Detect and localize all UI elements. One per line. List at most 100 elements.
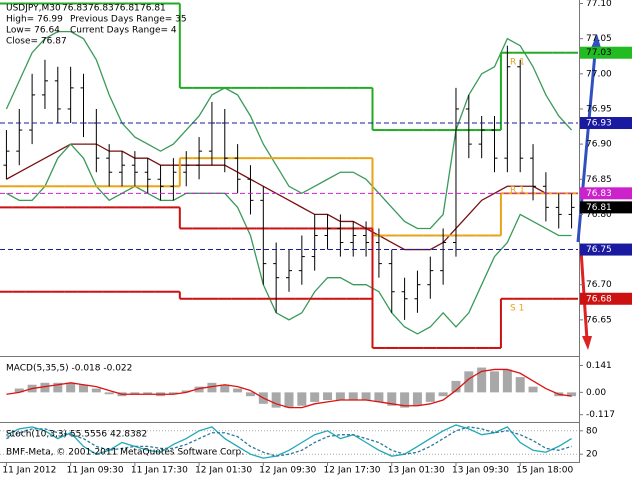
indicator-line bbox=[6, 424, 572, 459]
indicator-line bbox=[6, 426, 572, 457]
quote-value: 76.83 bbox=[62, 4, 88, 14]
price-tag bbox=[580, 117, 632, 130]
histogram-bar bbox=[374, 392, 384, 402]
histogram-bar bbox=[348, 392, 358, 400]
quote-value: 76.81 bbox=[140, 4, 166, 14]
histogram-bar bbox=[271, 392, 281, 408]
quote-value: 76.81 bbox=[114, 4, 140, 14]
price-tag bbox=[580, 46, 632, 59]
y-tick-label: 76.80 bbox=[586, 210, 612, 220]
macd-title: MACD(5,35,5) -0.018 -0.022 bbox=[6, 364, 132, 374]
y-tick-label: 76.85 bbox=[586, 175, 612, 185]
histogram-bar bbox=[412, 392, 422, 406]
x-tick-label: 13 Jan 09:30 bbox=[452, 466, 509, 476]
histogram-bar bbox=[387, 392, 397, 406]
histogram-bar bbox=[194, 386, 204, 393]
histogram-bar bbox=[400, 392, 410, 408]
r1-label: R 1 bbox=[510, 186, 525, 196]
indicator-line bbox=[5, 30, 573, 230]
histogram-bar bbox=[438, 392, 448, 397]
price-tag-label: 76.81 bbox=[586, 203, 612, 213]
y-tick-label: 76.70 bbox=[586, 280, 612, 290]
histogram-bar bbox=[168, 392, 178, 395]
y-tick-label: -0.117 bbox=[586, 410, 615, 420]
histogram-bar bbox=[66, 382, 76, 393]
histogram-bar bbox=[78, 384, 88, 393]
info-close: Close= 76.87 bbox=[6, 37, 67, 47]
price-tag-label: 76.83 bbox=[586, 189, 612, 199]
histogram-bar bbox=[104, 392, 114, 395]
x-tick-label: 11 Jan 17:30 bbox=[131, 466, 188, 476]
histogram-bar bbox=[361, 392, 371, 400]
x-tick-label: 12 Jan 09:30 bbox=[259, 466, 316, 476]
histogram-bar bbox=[490, 371, 500, 393]
y-tick-label: 76.65 bbox=[586, 315, 612, 325]
indicator-line bbox=[6, 143, 572, 335]
y-tick-label: 77.00 bbox=[586, 69, 612, 79]
x-tick-label: 13 Jan 01:30 bbox=[388, 466, 445, 476]
histogram-bar bbox=[233, 388, 243, 393]
price-tag bbox=[580, 187, 632, 200]
s1-label: S 1 bbox=[510, 304, 524, 314]
y-tick-label: 20 bbox=[586, 450, 598, 460]
x-tick-label: 11 Jan 09:30 bbox=[67, 466, 124, 476]
x-tick-label: 15 Jan 18:00 bbox=[516, 466, 573, 476]
histogram-bar bbox=[130, 392, 140, 395]
indicator-line bbox=[6, 368, 572, 409]
histogram-bar bbox=[40, 382, 50, 393]
info-prev-range: Previous Days Range= 35 bbox=[70, 15, 187, 25]
histogram-bar bbox=[143, 392, 153, 395]
histogram-bar bbox=[528, 386, 538, 393]
histogram-bar bbox=[567, 392, 577, 397]
x-tick-label: 11 Jan 2012 bbox=[2, 466, 56, 476]
r1-label: R 1 bbox=[510, 58, 525, 68]
quote-value: 76.83 bbox=[88, 4, 114, 14]
copyright: BMF-Meta, © 2001-2011 MetaQuotes Softwar… bbox=[6, 448, 244, 458]
y-tick-label: 0.141 bbox=[586, 361, 612, 371]
y-tick-label: 77.05 bbox=[586, 34, 612, 44]
x-tick-label: 12 Jan 17:30 bbox=[324, 466, 381, 476]
histogram-bar bbox=[502, 369, 512, 393]
price-tag bbox=[580, 292, 632, 305]
histogram-bar bbox=[91, 388, 101, 393]
histogram-bar bbox=[14, 388, 24, 393]
info-high: High= 76.99 bbox=[6, 15, 63, 25]
histogram-bar bbox=[515, 377, 525, 393]
histogram-bar bbox=[284, 392, 294, 408]
price-tag-label: 76.93 bbox=[586, 119, 612, 129]
arrow-head bbox=[582, 336, 592, 350]
stoch-title: Stoch(10,3,3) 55.5556 42.8382 bbox=[6, 430, 147, 440]
histogram-bar bbox=[297, 392, 307, 406]
y-tick-label: 76.90 bbox=[586, 140, 612, 150]
y-tick-label: 76.95 bbox=[586, 104, 612, 114]
symbol: USDJPY,M30 bbox=[6, 4, 61, 14]
histogram-bar bbox=[451, 380, 461, 393]
histogram-bar bbox=[53, 382, 63, 393]
histogram-bar bbox=[425, 392, 435, 402]
indicator-line bbox=[6, 143, 572, 251]
histogram-bar bbox=[207, 382, 217, 393]
price-tag-label: 77.03 bbox=[586, 48, 612, 58]
histogram-bar bbox=[335, 392, 345, 400]
histogram-bar bbox=[245, 392, 255, 397]
y-tick-label: 80 bbox=[586, 426, 598, 436]
x-tick-label: 12 Jan 01:30 bbox=[195, 466, 252, 476]
price-tag-label: 76.68 bbox=[586, 294, 612, 304]
plot bbox=[0, 2, 578, 459]
histogram-bar bbox=[477, 367, 487, 393]
price-tag bbox=[580, 201, 632, 214]
y-tick-label: 77.10 bbox=[586, 0, 612, 9]
histogram-bar bbox=[181, 390, 191, 393]
histogram-bar bbox=[464, 371, 474, 393]
price-tag bbox=[580, 243, 632, 256]
histogram-bar bbox=[220, 384, 230, 393]
arrow-head bbox=[591, 34, 601, 48]
info-low: Low= 76.64 bbox=[6, 26, 60, 36]
y-tick-label: 0.00 bbox=[586, 388, 606, 398]
info-cur-range: Current Days Range= 4 bbox=[70, 26, 177, 36]
histogram-bar bbox=[310, 392, 320, 402]
price-tag-label: 76.75 bbox=[586, 245, 612, 255]
histogram-bar bbox=[323, 392, 333, 400]
